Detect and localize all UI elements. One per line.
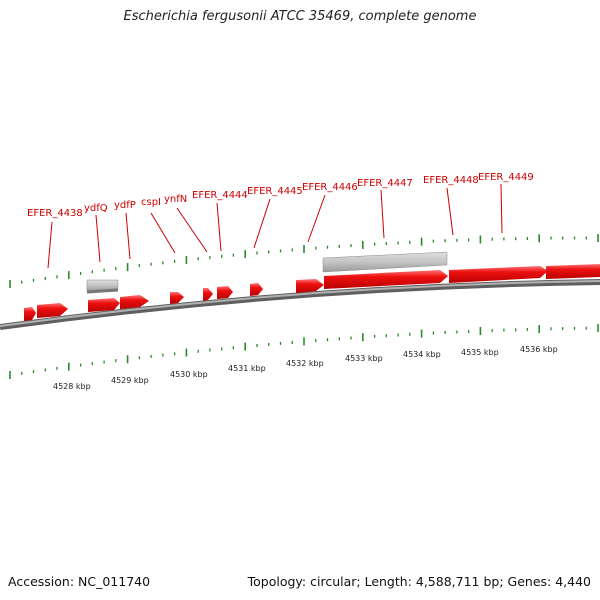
scale-label-group: 4528 kbp 4529 kbp 4530 kbp 4531 kbp 4532…: [53, 345, 558, 391]
label-leader-lines: [47, 183, 503, 269]
gene-ydfP: [120, 295, 149, 309]
scale-label: 4532 kbp: [286, 359, 324, 368]
leader-EFER_4448: [446, 187, 454, 236]
gene-label: EFER_4445: [247, 186, 303, 197]
leader-EFER_4438: [47, 221, 53, 269]
genome-backbone-highlight: [0, 280, 600, 327]
gene-EFER_4438-a: [24, 307, 36, 321]
gene-label: EFER_4447: [357, 178, 413, 189]
scale-label: 4535 kbp: [461, 348, 499, 357]
gene-label: ynfN: [164, 194, 187, 205]
scale-label: 4531 kbp: [228, 364, 266, 373]
gene-EFER_4446: [296, 279, 324, 293]
gene-cspI: [170, 292, 184, 304]
scale-label: 4530 kbp: [170, 370, 208, 379]
gene-ydfQ: [88, 298, 120, 312]
gene-label: cspI: [141, 197, 161, 208]
pseudogene-ydfQ-underline: [86, 288, 119, 294]
gene-label: ydfQ: [84, 203, 108, 214]
gene-EFER_4449: [546, 264, 600, 279]
accession-text: Accession: NC_011740: [8, 574, 151, 589]
scale-label: 4529 kbp: [111, 376, 149, 385]
gene-label: EFER_4438: [27, 208, 83, 219]
leader-EFER_4445: [253, 198, 271, 249]
leader-ydfQ: [95, 214, 101, 263]
genome-backbone: [0, 279, 600, 330]
gene-label: EFER_4448: [423, 175, 479, 186]
pseudogene-EFER_4447-bar: [322, 251, 448, 273]
gene-label: EFER_4449: [478, 172, 534, 183]
leader-ydfP: [125, 212, 131, 260]
pseudogene-ydfQ-bar: [86, 279, 119, 292]
leader-EFER_4449: [500, 183, 503, 234]
leader-EFER_4444: [216, 202, 222, 252]
gene-EFER_4448: [449, 266, 548, 283]
genome-title: Escherichia fergusonii ATCC 35469, compl…: [123, 9, 477, 24]
scale-label: 4533 kbp: [345, 354, 383, 363]
ruler-ticks-upper: [9, 234, 599, 288]
genome-summary-text: Topology: circular; Length: 4,588,711 bp…: [247, 574, 591, 589]
gene-ynfN: [203, 288, 213, 301]
gene-EFER_4438-b: [37, 303, 68, 318]
gene-label: EFER_4444: [192, 190, 248, 201]
gene-label: EFER_4446: [302, 182, 358, 193]
leader-cspI: [150, 212, 176, 254]
scale-label: 4536 kbp: [520, 345, 558, 354]
gene-label-group: EFER_4438 ydfQ ydfP cspI ynfN EFER_4444 …: [27, 172, 534, 219]
scale-label: 4528 kbp: [53, 382, 91, 391]
gene-label: ydfP: [114, 200, 136, 211]
ruler-ticks-lower: [9, 324, 599, 379]
gene-EFER_4447: [324, 270, 448, 289]
leader-EFER_4447: [380, 189, 385, 239]
gene-EFER_4444: [217, 286, 233, 299]
leader-ynfN: [176, 207, 208, 253]
scale-label: 4534 kbp: [403, 350, 441, 359]
gene-EFER_4445: [250, 283, 263, 296]
leader-EFER_4446: [307, 194, 326, 243]
